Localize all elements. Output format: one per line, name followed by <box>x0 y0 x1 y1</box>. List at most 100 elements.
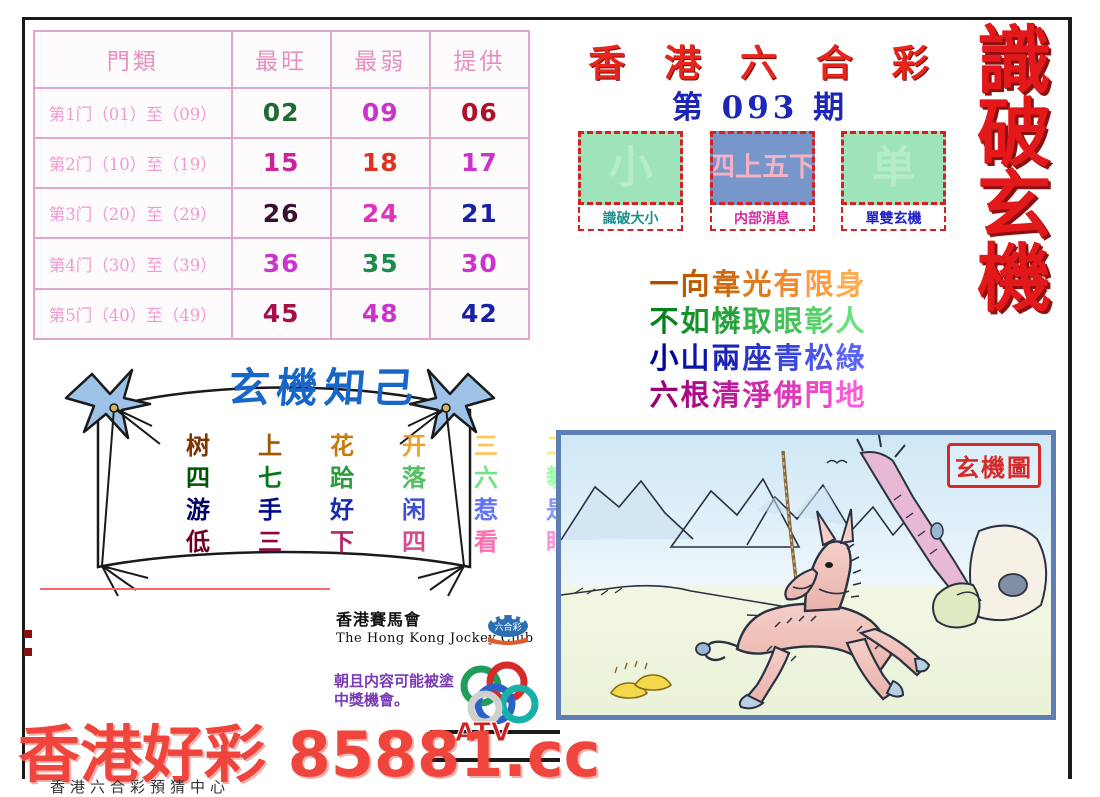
right-poem: 一向韋光有限身 不如憐取眼彰人 小山兩座青松綠 六根清淨佛門地 <box>588 266 928 414</box>
table-header-offer: 提供 <box>428 30 531 89</box>
red-mark <box>24 630 32 638</box>
vertical-title: 識 破 玄 機 <box>962 18 1066 322</box>
prediction-box-size[interactable]: 小 識破大小 <box>578 131 683 245</box>
poem-char: 限 <box>804 267 836 301</box>
box-label-inside: 内部消息 <box>709 207 815 231</box>
poem-char: 手 <box>258 494 282 524</box>
table-header-category: 門類 <box>33 30 233 89</box>
poem-char: 落 <box>402 462 426 492</box>
poem-char: 闲 <box>402 494 426 524</box>
svg-text:六合彩: 六合彩 <box>494 621 521 633</box>
issue-number: 第 093 期 <box>671 90 849 126</box>
poem-char: 不 <box>649 304 681 339</box>
poem-char: 惹 <box>474 494 498 524</box>
vertical-title-char: 玄 <box>977 163 1051 250</box>
poem-char: 四 <box>402 526 426 556</box>
poem-char: 六 <box>649 378 681 413</box>
poem-char: 兩 <box>711 341 743 376</box>
poem-char: 清 <box>711 378 743 413</box>
poem-char: 門 <box>804 378 836 413</box>
page-frame-right-border <box>1068 17 1072 779</box>
cell-offer: 17 <box>428 136 531 190</box>
poem-char: 綠 <box>835 341 867 376</box>
jockey-club-note: 朝且内容可能被塗 中獎機會。 <box>334 672 524 710</box>
poem-char: 地 <box>835 378 867 413</box>
poem-char: 一 <box>649 267 681 301</box>
poem-char: 憐 <box>711 304 743 339</box>
poem-char: 游 <box>186 494 210 524</box>
note-line-2: 中獎機會。 <box>334 690 410 709</box>
cell-least: 48 <box>329 287 431 341</box>
cell-least: 18 <box>329 136 431 190</box>
banner-poem-line: 四 七 跲 落 六 攀 高 <box>180 462 642 494</box>
poem-char: 花 <box>330 431 354 460</box>
mystery-picture <box>561 435 1051 715</box>
banner-poem-line: 低 三 下 四 看 眼 色 <box>180 526 642 558</box>
atv-bar-bottom <box>430 758 560 762</box>
poem-char: 身 <box>835 267 867 301</box>
poem-char: 淨 <box>742 378 774 413</box>
cell-most: 02 <box>230 86 332 139</box>
cell-offer: 21 <box>428 187 531 240</box>
poem-char: 三 <box>258 526 282 556</box>
poem-line: 不如憐取眼彰人 <box>588 303 928 340</box>
cell-most: 15 <box>230 136 332 190</box>
poem-char: 向 <box>680 267 712 301</box>
prediction-boxes: 小 識破大小 四上五下 内部消息 单 單雙玄機 <box>578 131 946 245</box>
poem-char: 四 <box>186 462 210 492</box>
box-label-oddeven: 單雙玄機 <box>841 207 946 231</box>
prediction-table: 門類 最旺 最弱 提供 第1门（01）至（09） 02 09 06 第2门（10… <box>33 30 531 341</box>
cell-offer: 06 <box>428 86 531 139</box>
cell-offer: 30 <box>428 237 531 290</box>
banner-poem-line: 游 手 好 闲 惹 是 非 <box>180 494 642 526</box>
poem-char: 开 <box>402 431 426 460</box>
lottery-title: 香 港 六 合 彩 <box>588 41 942 85</box>
row-label: 第1门（01）至（09） <box>33 86 233 139</box>
vertical-title-char: 機 <box>977 235 1051 322</box>
row-label: 第4门（30）至（39） <box>33 237 233 290</box>
banner-poem: 树 上 花 开 三 二 朵 四 七 跲 落 六 攀 高 游 手 好 闲 惹 是 … <box>180 430 642 558</box>
site-watermark: 香港好彩 85881.cc <box>18 718 601 791</box>
atv-bar-top <box>430 730 560 734</box>
table-header-most: 最旺 <box>230 30 332 89</box>
box-value-inside: 四上五下 <box>709 131 815 205</box>
poem-char: 韋 <box>711 267 743 301</box>
poem-line: 一向韋光有限身 <box>588 266 928 303</box>
row-label: 第5门（40）至（49） <box>33 287 233 341</box>
poem-char: 上 <box>258 431 282 460</box>
poem-char: 六 <box>474 462 498 492</box>
row-label: 第3门（20）至（29） <box>33 187 233 240</box>
atv-logo: ATV <box>455 718 512 749</box>
prediction-box-inside[interactable]: 四上五下 内部消息 <box>709 131 815 245</box>
box-value-oddeven: 单 <box>841 131 946 205</box>
poem-char: 取 <box>742 304 774 339</box>
table-row: 第1门（01）至（09） 02 09 06 <box>33 86 531 139</box>
ribbon-rings-icon <box>460 661 539 726</box>
banner-title: 玄機知己 <box>226 364 423 412</box>
poem-line: 六根清淨佛門地 <box>588 377 928 414</box>
scroll-banner: 玄機知己 树 上 花 开 三 二 朵 四 七 跲 落 六 攀 高 游 手 好 闲… <box>40 352 642 602</box>
picture-illustration <box>561 435 1051 715</box>
poem-char: 好 <box>330 494 354 524</box>
table-row: 第5门（40）至（49） 45 48 42 <box>33 287 531 341</box>
jockey-club-logo-icon: 六合彩 <box>488 614 528 645</box>
jockey-club-chinese: 香港賽馬會 <box>336 610 422 629</box>
banner-cloth-graphic <box>64 368 496 597</box>
poem-char: 跲 <box>330 462 354 492</box>
vertical-title-char: 識 <box>977 18 1051 104</box>
table-row: 第2门（10）至（19） 15 18 17 <box>33 136 531 190</box>
prediction-box-oddeven[interactable]: 单 單雙玄機 <box>841 131 946 245</box>
cell-most: 26 <box>230 187 332 240</box>
poem-char: 光 <box>742 267 774 301</box>
table-row: 第3门（20）至（29） 26 24 21 <box>33 187 531 240</box>
table-row: 第4门（30）至（39） 36 35 30 <box>33 237 531 290</box>
poem-char: 有 <box>773 267 805 301</box>
poem-char: 眼 <box>773 304 805 339</box>
poem-char: 低 <box>186 526 210 556</box>
site-subtitle: 香港六合彩預猜中心 <box>50 778 231 796</box>
poem-char: 看 <box>474 526 498 556</box>
poem-char: 如 <box>680 304 712 339</box>
cell-offer: 42 <box>428 287 531 341</box>
poem-char: 松 <box>804 341 836 376</box>
